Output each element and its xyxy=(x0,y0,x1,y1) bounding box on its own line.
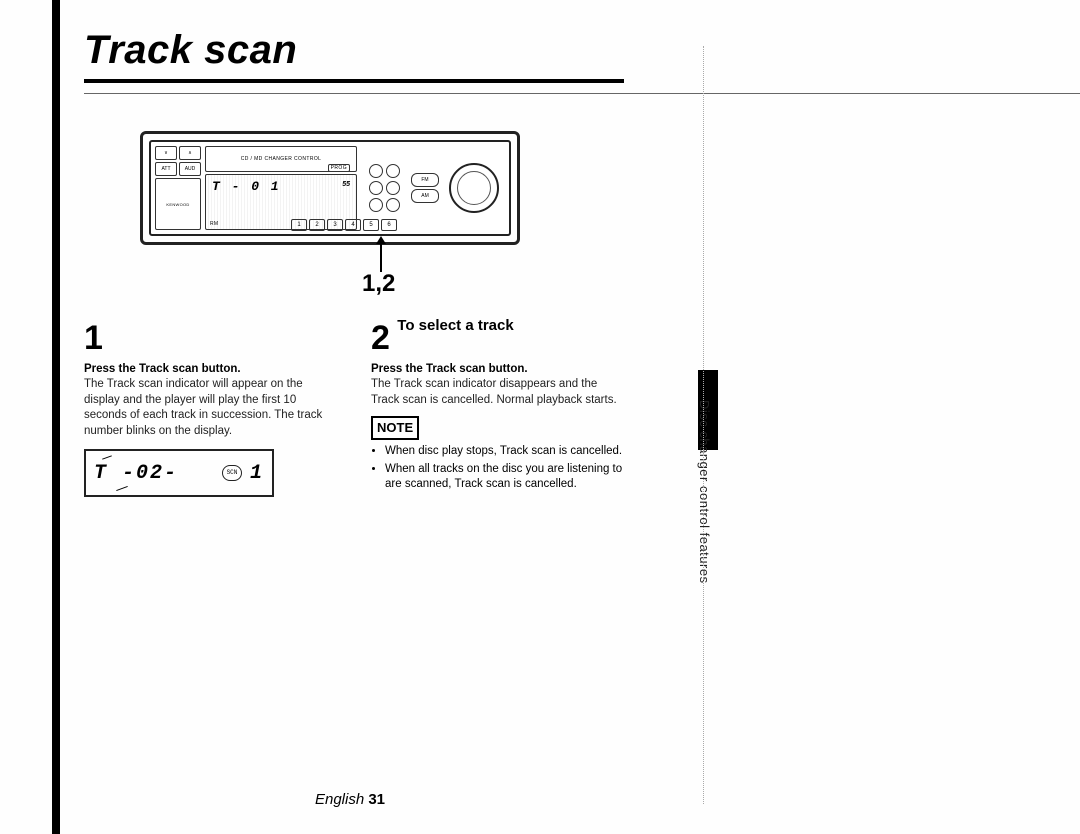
note-item: When all tracks on the disc you are list… xyxy=(385,462,624,493)
step-1: 1 Press the Track scan button. The Track… xyxy=(84,316,337,497)
lcd-right-readout: 55 xyxy=(342,181,350,188)
lcd-main-readout: T - 0 1 xyxy=(212,179,281,194)
page-footer: English 31 xyxy=(60,791,640,808)
page-title: Track scan xyxy=(84,28,690,73)
step-1-display: T -02- SCN 1 xyxy=(84,449,274,497)
notes-list: When disc play stops, Track scan is canc… xyxy=(371,444,624,493)
fm-button: FM xyxy=(411,173,439,187)
lcd-sub: RM xyxy=(210,221,218,227)
btn-down-icon: ∨ xyxy=(155,146,177,160)
thin-rule xyxy=(84,93,1080,94)
step-2-instruction: Press the Track scan button. xyxy=(371,362,624,378)
step-2-number: 2 xyxy=(371,316,390,362)
section-tab-text: Disc changer control features xyxy=(697,400,712,660)
preset-4: 4 xyxy=(345,219,361,231)
prog-label: PROG xyxy=(328,164,350,172)
preset-3: 3 xyxy=(327,219,343,231)
preset-6: 6 xyxy=(381,219,397,231)
btn-up-icon: ∧ xyxy=(179,146,201,160)
step1-lcd-text: T -02- xyxy=(94,460,178,487)
slot-label: CD / MD CHANGER CONTROL xyxy=(241,156,322,162)
am-button: AM xyxy=(411,189,439,203)
cassette-slot: CD / MD CHANGER CONTROL PROG xyxy=(205,146,357,172)
page-frame: Track scan ∨ ∧ ATT AUD xyxy=(52,0,710,834)
footer-language: English xyxy=(315,791,364,808)
callout-pointer xyxy=(380,242,382,272)
step-2-para: The Track scan indicator disappears and … xyxy=(371,377,624,408)
note-label: NOTE xyxy=(371,416,419,440)
step-1-number: 1 xyxy=(84,316,103,362)
preset-1: 1 xyxy=(291,219,307,231)
callout-label: 1,2 xyxy=(362,270,520,298)
stereo-illustration: ∨ ∧ ATT AUD KENWOOD CD / MD C xyxy=(140,131,520,298)
step-2: 2 To select a track Press the Track scan… xyxy=(371,316,624,497)
preset-row: 123456 xyxy=(291,219,397,231)
step-2-heading: To select a track xyxy=(397,317,513,334)
btn-att: ATT xyxy=(155,162,177,176)
tone-dials xyxy=(361,146,407,230)
step1-lcd-right: 1 xyxy=(250,460,264,487)
step-1-instruction: Press the Track scan button. xyxy=(84,362,337,378)
step-1-para: The Track scan indicator will appear on … xyxy=(84,377,337,439)
volume-knob-icon xyxy=(449,163,499,213)
note-item: When disc play stops, Track scan is canc… xyxy=(385,444,624,460)
preset-5: 5 xyxy=(363,219,379,231)
btn-aud: AUD xyxy=(179,162,201,176)
footer-page-number: 31 xyxy=(368,791,385,808)
brand-label: KENWOOD xyxy=(155,178,201,230)
title-rule xyxy=(84,79,624,83)
page-right-rule xyxy=(703,46,704,804)
preset-2: 2 xyxy=(309,219,325,231)
scn-badge: SCN xyxy=(222,465,242,481)
